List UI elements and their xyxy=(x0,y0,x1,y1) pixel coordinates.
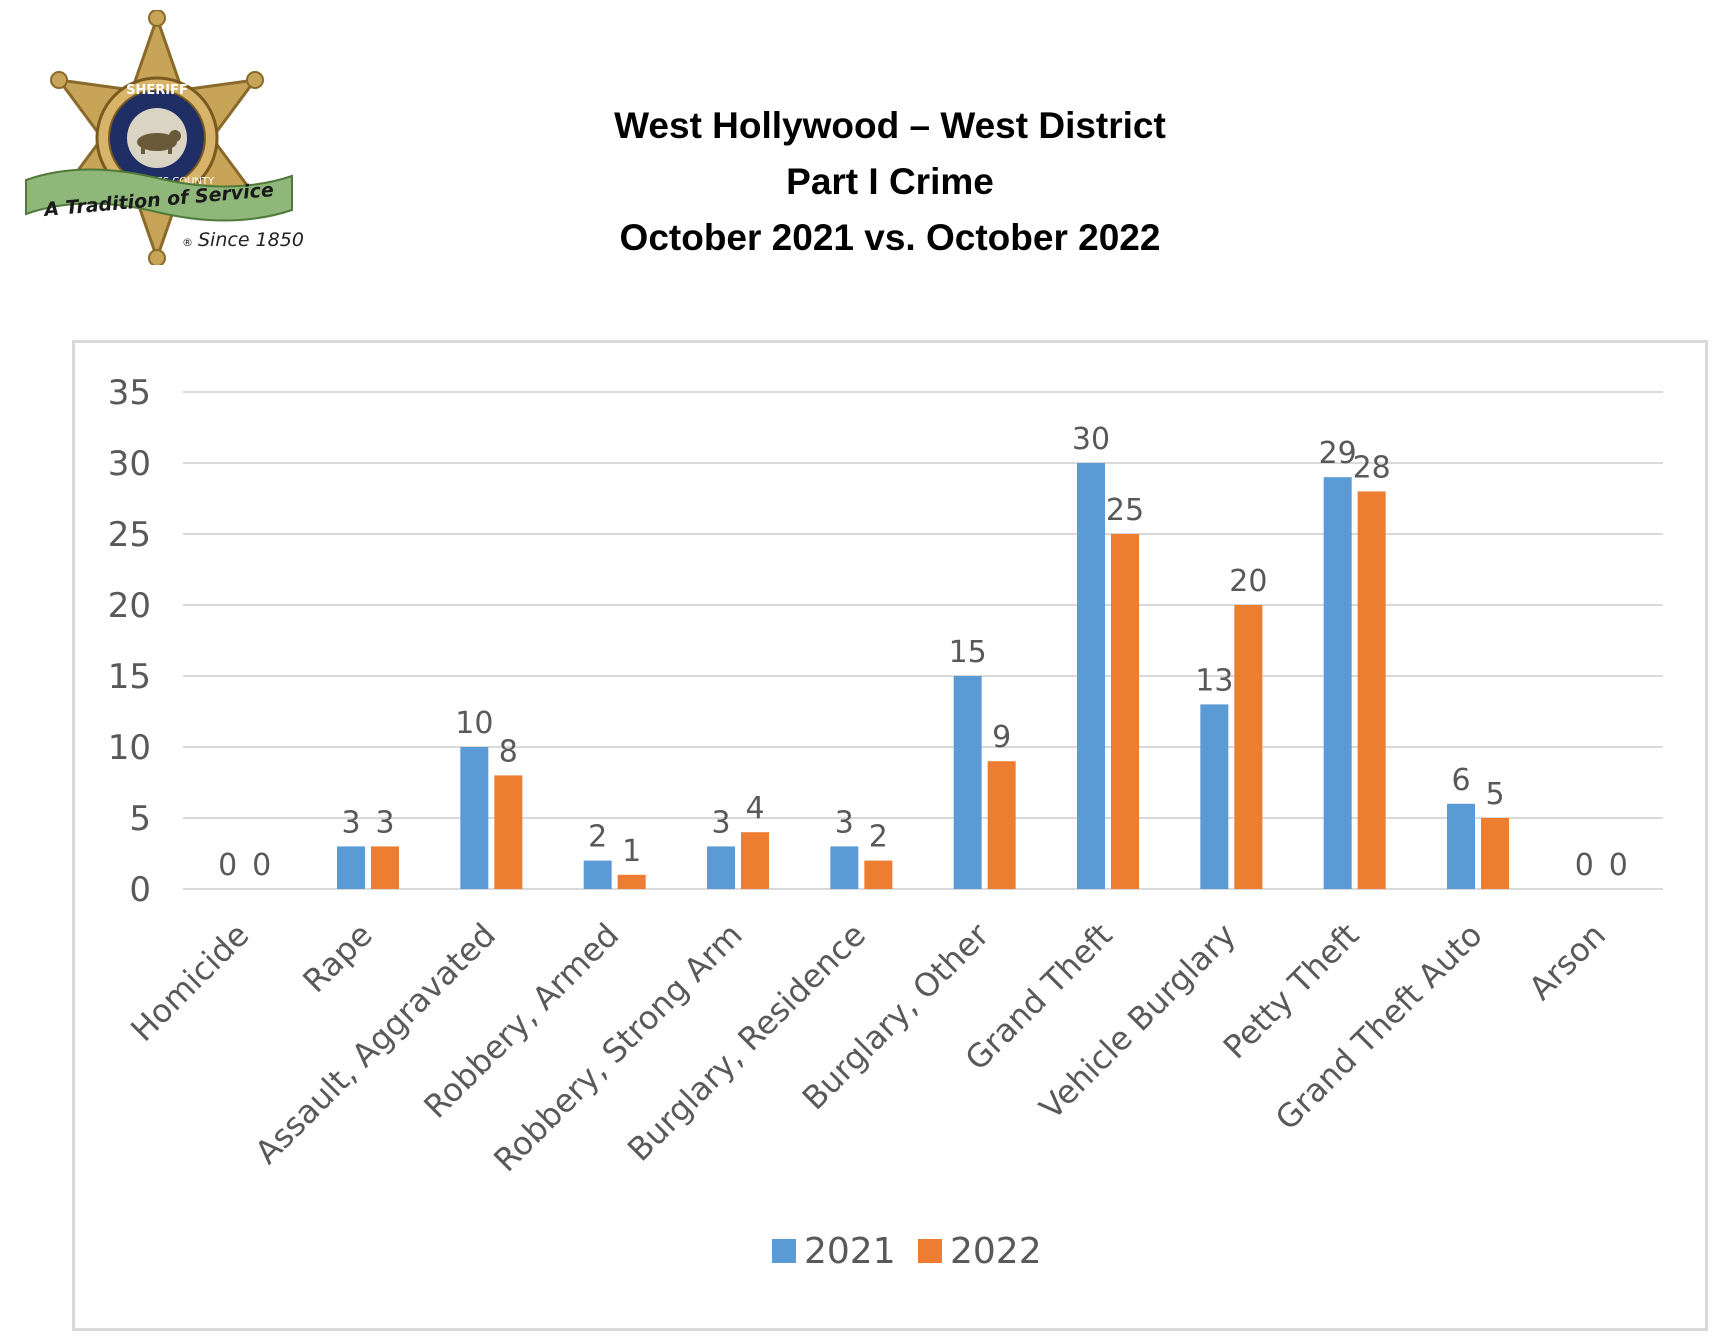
category-label: Assault, Aggravated xyxy=(248,916,503,1171)
data-label-2021: 0 xyxy=(1575,848,1594,883)
bar-2021 xyxy=(583,860,612,889)
data-label-2021: 3 xyxy=(341,805,360,840)
data-label-2022: 4 xyxy=(745,791,764,826)
bar-2021 xyxy=(830,846,859,889)
data-label-2022: 0 xyxy=(252,848,271,883)
bar-2022 xyxy=(1234,605,1263,889)
report-header: West Hollywood – West District Part I Cr… xyxy=(440,98,1340,266)
data-label-2022: 8 xyxy=(499,734,518,769)
bar-2021 xyxy=(707,846,735,889)
y-tick-label: 35 xyxy=(108,373,151,413)
data-label-2022: 28 xyxy=(1353,450,1391,485)
bar-2022 xyxy=(1111,534,1139,889)
category-label: Burglary, Residence xyxy=(620,916,873,1169)
data-label-2022: 9 xyxy=(992,720,1011,755)
sheriff-logo: SHERIFF LOS ANGELES COUNTY A Tradition o… xyxy=(25,10,304,265)
y-tick-label: 30 xyxy=(108,444,151,484)
y-tick-label: 10 xyxy=(108,728,151,768)
data-label-2021: 10 xyxy=(455,706,493,741)
y-tick-label: 0 xyxy=(129,870,151,910)
badge-top-text: SHERIFF xyxy=(126,83,188,98)
data-label-2021: 0 xyxy=(218,848,237,883)
bar-2022 xyxy=(1357,491,1386,889)
bar-2021 xyxy=(1447,803,1475,889)
y-tick-label: 20 xyxy=(108,586,151,626)
chart-frame: 0 5 10 15 20 25 30 35 0 0 Homicide 3 3 Rape 10 8 Assault… xyxy=(72,340,1708,1331)
y-tick-label: 15 xyxy=(108,657,151,697)
bar-2022 xyxy=(741,832,769,889)
page-title: West Hollywood – West District xyxy=(614,105,1166,146)
data-label-2021: 6 xyxy=(1451,763,1470,798)
data-label-2022: 3 xyxy=(375,805,394,840)
legend-label-2021: 2021 xyxy=(804,1231,896,1272)
bar-2021 xyxy=(337,846,365,889)
data-label-2022: 20 xyxy=(1229,564,1267,599)
category-label: Arson xyxy=(1521,916,1613,1008)
bar-2022 xyxy=(494,775,523,889)
bar-2021 xyxy=(460,747,489,889)
data-label-2021: 29 xyxy=(1319,436,1357,471)
category-label: Robbery, Strong Arm xyxy=(486,916,749,1179)
category-label: Grand Theft Auto xyxy=(1268,916,1490,1138)
data-label-2021: 3 xyxy=(835,805,854,840)
data-label-2021: 30 xyxy=(1072,422,1110,457)
registered-mark: ® xyxy=(182,236,193,249)
bar-2022 xyxy=(864,860,893,889)
y-tick-label: 25 xyxy=(108,515,151,555)
category-label: Homicide xyxy=(123,916,256,1049)
bar-2021 xyxy=(1323,477,1352,889)
data-label-2022: 1 xyxy=(622,834,641,869)
data-label-2022: 5 xyxy=(1485,777,1504,812)
date-range: October 2021 vs. October 2022 xyxy=(619,217,1161,258)
bar-2021 xyxy=(1200,704,1229,889)
data-label-2022: 0 xyxy=(1609,848,1628,883)
data-label-2021: 2 xyxy=(588,820,607,855)
bar-2021 xyxy=(1077,463,1105,889)
data-label-2022: 2 xyxy=(869,820,888,855)
data-label-2021: 13 xyxy=(1195,663,1233,698)
bar-2021 xyxy=(953,676,982,889)
bar-2022 xyxy=(987,761,1016,889)
y-tick-label: 5 xyxy=(129,799,151,839)
sheriff-star-badge-icon xyxy=(50,10,264,265)
data-label-2022: 25 xyxy=(1106,493,1144,528)
data-label-2021: 15 xyxy=(949,635,987,670)
category-label: Rape xyxy=(295,916,379,1000)
data-label-2021: 3 xyxy=(711,805,730,840)
bar-2022 xyxy=(617,874,646,889)
page-subtitle: Part I Crime xyxy=(786,161,994,202)
legend-label-2022: 2022 xyxy=(950,1231,1042,1272)
bar-2022 xyxy=(1481,818,1509,889)
legend-swatch-2022 xyxy=(918,1239,942,1263)
since-text: Since 1850 xyxy=(198,229,304,251)
bar-2022 xyxy=(371,846,399,889)
legend-swatch-2021 xyxy=(772,1239,796,1263)
